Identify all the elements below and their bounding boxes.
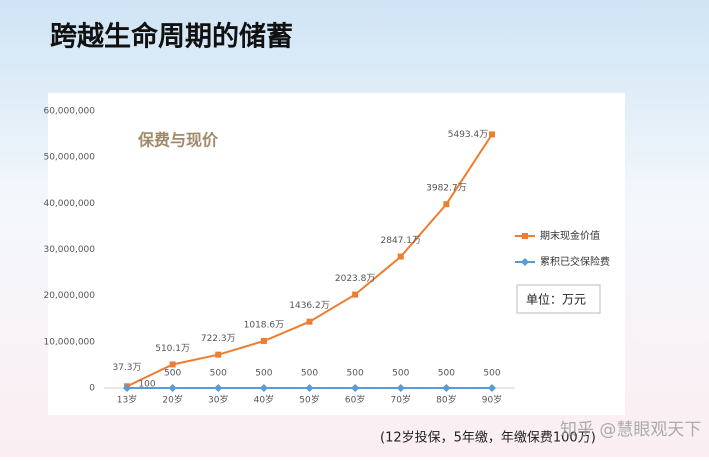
data-label: 500: [255, 368, 272, 378]
data-label: 722.3万: [201, 334, 236, 344]
x-tick-label: 90岁: [482, 394, 502, 406]
data-label: 500: [164, 368, 181, 378]
x-tick-label: 80岁: [436, 394, 456, 406]
marker: [168, 383, 177, 392]
y-tick-label: 50,000,000: [43, 153, 95, 163]
plot: 0 10,000,000 20,000,000 30,000,000 40,000,00…: [43, 107, 610, 406]
data-label: 37.3万: [112, 363, 141, 373]
slide-title: 跨越生命周期的储蓄: [50, 21, 293, 53]
data-label: 500: [347, 368, 364, 378]
legend-marker: [521, 258, 529, 266]
y-tick-label: 60,000,000: [43, 107, 95, 117]
data-label: 100: [138, 379, 155, 389]
x-tick-label: 50岁: [299, 394, 319, 406]
marker: [488, 383, 496, 392]
legend-marker: [522, 233, 528, 239]
data-label: 5493.4万: [448, 130, 489, 140]
legend-label: 期末现金价值: [540, 229, 600, 242]
data-label: 1436.2万: [289, 301, 330, 311]
y-tick-label: 20,000,000: [43, 291, 95, 301]
y-tick-label: 10,000,000: [43, 337, 95, 347]
y-tick-label: 40,000,000: [43, 199, 95, 209]
chart-title: 保费与现价: [137, 131, 219, 150]
legend-label: 累积已交保险费: [540, 255, 610, 268]
marker: [215, 351, 222, 358]
marker: [396, 383, 405, 392]
data-label: 500: [438, 368, 455, 378]
data-label: 500: [392, 368, 409, 378]
data-label: 500: [301, 368, 318, 378]
data-label: 2023.8万: [335, 274, 376, 284]
data-label: 3982.7万: [426, 184, 467, 194]
data-label: 510.1万: [155, 344, 190, 354]
data-label: 1018.6万: [244, 320, 285, 330]
y-tick-label: 30,000,000: [43, 245, 95, 255]
marker: [442, 383, 451, 392]
x-tick-label: 60岁: [345, 394, 365, 406]
watermark: 知乎 @慧眼观天下: [560, 420, 701, 440]
data-label: 500: [210, 368, 227, 378]
unit-box: [516, 284, 601, 314]
marker: [306, 318, 313, 325]
marker: [397, 253, 404, 260]
x-tick-label: 30岁: [208, 394, 228, 406]
footnote: (12岁投保，5年缴，年缴保费100万): [380, 430, 596, 446]
x-tick-label: 70岁: [391, 394, 411, 406]
marker: [443, 201, 450, 208]
chart-area: [48, 93, 625, 415]
marker: [352, 291, 359, 298]
marker: [489, 131, 495, 138]
data-label: 500: [483, 368, 500, 378]
data-label: 2847.1万: [381, 236, 422, 246]
marker: [214, 383, 223, 392]
marker: [123, 383, 131, 392]
marker: [351, 383, 360, 392]
marker: [169, 361, 176, 368]
marker: [259, 383, 268, 392]
x-tick-label: 13岁: [117, 394, 137, 406]
marker: [260, 337, 267, 344]
marker: [305, 383, 314, 392]
x-tick-label: 20岁: [162, 394, 182, 406]
x-tick-label: 40岁: [254, 394, 274, 406]
y-tick-label: 0: [89, 384, 95, 394]
unit-note: 单位：万元: [526, 292, 586, 307]
